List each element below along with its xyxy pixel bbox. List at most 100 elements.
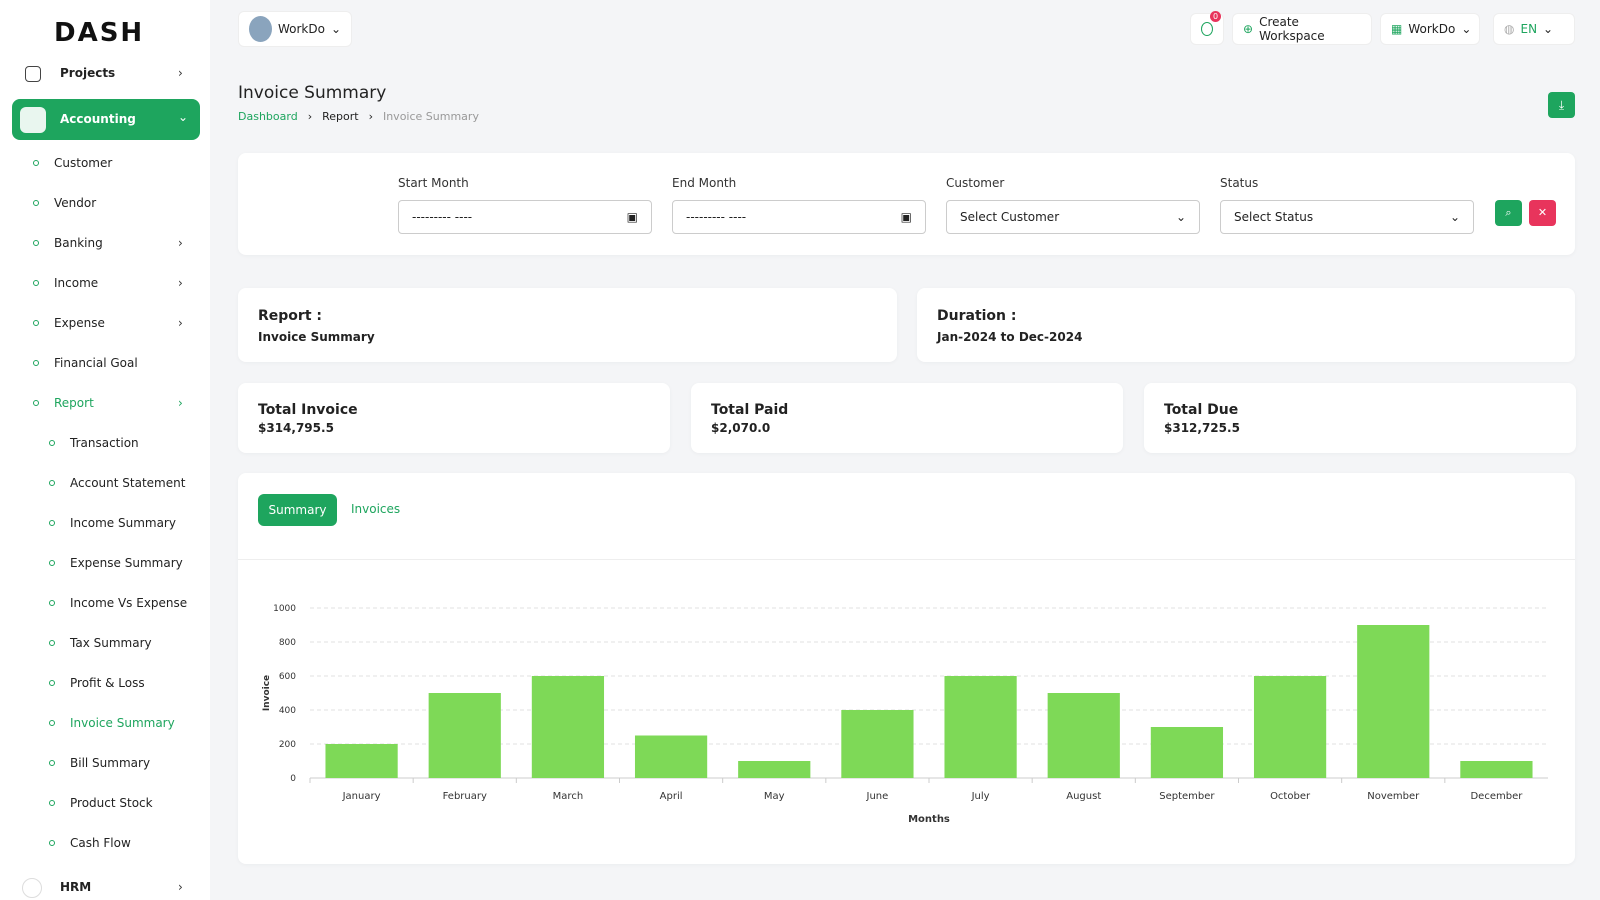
filter-label: End Month (672, 176, 737, 190)
bar (1150, 727, 1224, 778)
notification-count: 0 (1210, 11, 1221, 22)
filter-label: Customer (946, 176, 1005, 190)
user-menu[interactable]: ▦ WorkDo ⌄ (1380, 13, 1480, 45)
x-tick-label: July (971, 791, 990, 802)
end-month-input[interactable]: --------- ---- ▣ (672, 200, 926, 234)
total-label: Total Paid (711, 402, 789, 418)
chevron: › (178, 316, 183, 330)
bar (944, 676, 1017, 778)
x-tick-label: November (1367, 791, 1420, 802)
nav-subitem[interactable]: Invoice Summary (70, 716, 175, 730)
status-select[interactable]: Select Status ⌄ (1220, 200, 1474, 234)
download-button[interactable]: ⤓ (1548, 92, 1575, 118)
nav-accounting[interactable]: Accounting ⌄ (12, 99, 200, 140)
start-month-input[interactable]: --------- ---- ▣ (398, 200, 652, 234)
workspace-name: WorkDo (277, 22, 325, 36)
bar (1460, 761, 1533, 778)
nav-dot (33, 320, 39, 326)
bar (738, 761, 811, 778)
nav-subitem[interactable]: Income Vs Expense (70, 596, 188, 610)
create-workspace[interactable]: ⊕ Create Workspace (1232, 13, 1372, 45)
reset-button[interactable]: ✕ (1529, 200, 1556, 226)
total-label: Total Due (1164, 402, 1239, 418)
bar (1357, 625, 1430, 778)
y-tick-label: 0 (290, 774, 296, 784)
x-axis-title: Months (908, 814, 950, 825)
nav-item[interactable]: Banking (54, 236, 103, 250)
filter-card: Start Month --------- ---- ▣ End Month --… (238, 153, 1575, 255)
logo: DASH (54, 18, 145, 48)
y-tick-label: 800 (279, 638, 296, 648)
nav-subitem[interactable]: Profit & Loss (70, 676, 145, 690)
nav-dot (49, 600, 55, 606)
nav-item[interactable]: Financial Goal (54, 356, 138, 370)
nav-subitem[interactable]: Cash Flow (70, 836, 131, 850)
tab-invoices[interactable]: Invoices (351, 502, 401, 516)
nav-dot (49, 720, 55, 726)
chart: 0 200 400 600 800 1000 Invoice Months January Feb… (262, 604, 1548, 825)
nav-dot (49, 680, 55, 686)
nav-dot (33, 240, 39, 246)
nav-subitem[interactable]: Tax Summary (70, 636, 152, 650)
nav-dot (49, 520, 55, 526)
x-tick-label: September (1159, 791, 1215, 802)
customer-select[interactable]: Select Customer ⌄ (946, 200, 1200, 234)
breadcrumb: Dashboard › Report › Invoice Summary (238, 110, 479, 123)
language[interactable]: ◍ EN ⌄ (1493, 13, 1575, 45)
nav-item[interactable]: Vendor (54, 196, 97, 210)
nav-dot (33, 160, 39, 166)
projects-icon (25, 66, 41, 82)
nav-item[interactable]: Report (54, 396, 94, 410)
nav-dot (49, 560, 55, 566)
nav-subitem[interactable]: Expense Summary (70, 556, 183, 570)
hrm-icon (22, 878, 42, 898)
nav-dot (33, 280, 39, 286)
total-card: Total Due $312,725.5 (1144, 383, 1576, 453)
workspace-switch[interactable]: WorkDo ⌄ (238, 11, 352, 47)
x-tick-label: May (764, 791, 785, 802)
bar (634, 735, 708, 778)
nav-subitem[interactable]: Product Stock (70, 796, 153, 810)
nav-dot (33, 400, 39, 406)
bar (1047, 693, 1120, 778)
tab-summary[interactable]: Summary (258, 494, 337, 526)
filter-label: Status (1220, 176, 1259, 190)
y-tick-label: 1000 (273, 604, 296, 614)
nav-item[interactable]: Income (54, 276, 99, 290)
chart-card: Summary Invoices 0 200 400 600 800 1000 Invoic… (238, 473, 1575, 864)
nav-dot (33, 360, 39, 366)
nav-item[interactable]: Customer (54, 156, 113, 170)
nav-hrm[interactable]: HRM (60, 880, 92, 894)
y-tick-label: 600 (279, 672, 296, 682)
chevron: › (178, 276, 183, 290)
x-tick-label: June (866, 791, 889, 802)
bar (1253, 676, 1327, 778)
sidebar: DASH Projects › Accounting ⌄ Customer Ven… (0, 0, 210, 900)
placeholder: --------- ---- (412, 210, 473, 224)
crumb[interactable]: Dashboard (238, 110, 298, 123)
x-tick-label: October (1270, 791, 1311, 802)
search-button[interactable]: ⌕ (1495, 200, 1522, 226)
nav-projects[interactable]: Projects (60, 66, 116, 80)
crumb: Invoice Summary (382, 110, 479, 123)
y-tick-label: 200 (279, 740, 296, 750)
nav-subitem[interactable]: Account Statement (70, 476, 186, 490)
crumb[interactable]: Report (322, 110, 359, 123)
x-tick-label: December (1470, 791, 1523, 802)
chevron: › (178, 396, 183, 410)
placeholder: --------- ---- (686, 210, 747, 224)
nav-dot (49, 760, 55, 766)
nav-item[interactable]: Expense (54, 316, 105, 330)
x-tick-label: January (342, 791, 381, 802)
nav-subitem[interactable]: Income Summary (70, 516, 176, 530)
placeholder: Select Status (1234, 210, 1314, 224)
nav-dot (49, 440, 55, 446)
nav-subitem[interactable]: Transaction (70, 436, 139, 450)
report-card: Report : Invoice Summary (238, 288, 897, 362)
messages[interactable]: 0 (1190, 11, 1224, 45)
language-label: EN (1520, 22, 1538, 36)
nav-accounting-label: Accounting (60, 112, 136, 126)
nav-subitem[interactable]: Bill Summary (70, 756, 151, 770)
bar (428, 693, 501, 778)
